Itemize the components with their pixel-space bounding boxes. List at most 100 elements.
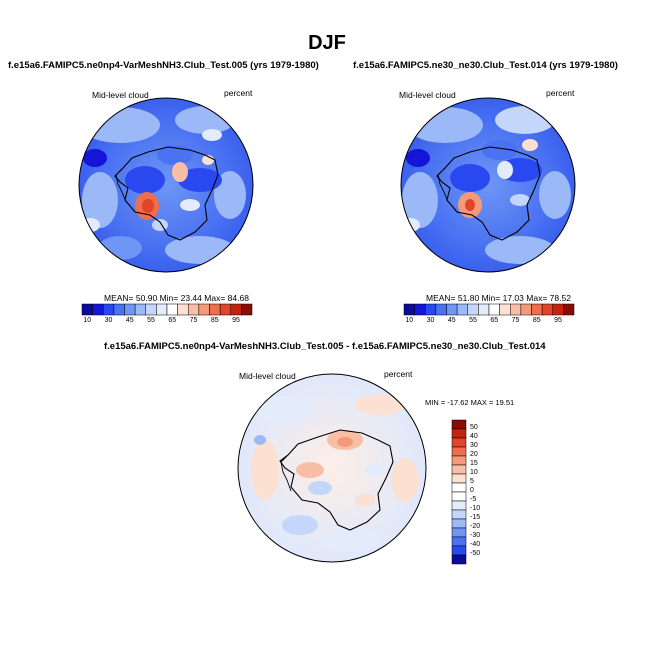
colorbar2-swatch bbox=[435, 303, 447, 316]
panel2-mean-value: 51.80 bbox=[457, 293, 480, 303]
colorbar1-swatch bbox=[145, 303, 157, 316]
panel1-max-label: Max= bbox=[204, 293, 226, 303]
colorbar2-swatch bbox=[510, 303, 522, 316]
colorbar3-swatch bbox=[451, 428, 467, 439]
colorbar1-swatch bbox=[113, 303, 125, 316]
colorbar1-swatch bbox=[166, 303, 178, 316]
panel2-mean-label: MEAN= bbox=[426, 293, 456, 303]
colorbar3-swatch bbox=[451, 554, 467, 565]
colorbar2-swatch bbox=[531, 303, 543, 316]
colorbar2-tick-label: 30 bbox=[426, 317, 435, 324]
colorbar3-tick-label: -30 bbox=[470, 532, 481, 539]
colorbar3-tick-label: 30 bbox=[470, 442, 478, 449]
colorbar3-tick-label: 15 bbox=[470, 460, 478, 467]
colorbar3-swatch bbox=[451, 473, 467, 484]
colorbar2-swatch bbox=[520, 303, 532, 316]
panel2-units-label: percent bbox=[546, 88, 575, 98]
colorbar3-swatch bbox=[451, 455, 467, 466]
colorbar3-swatch bbox=[451, 491, 467, 502]
colorbar2-swatch bbox=[563, 303, 575, 316]
colorbar2-swatch bbox=[467, 303, 479, 316]
colorbar3-tick-label: -50 bbox=[470, 550, 481, 557]
panel1-case-title: f.e15a6.FAMIPC5.ne0np4-VarMeshNH3.Club_T… bbox=[8, 60, 319, 71]
panel2-stats: MEAN= 51.80 Min= 17.03 Max= 78.52 bbox=[426, 293, 571, 303]
panel1-variable-label: Mid-level cloud bbox=[92, 90, 149, 100]
panel1-min-value: 23.44 bbox=[180, 293, 202, 303]
colorbar3-swatch bbox=[451, 482, 467, 493]
colorbar3-swatch bbox=[451, 509, 467, 520]
colorbar2-swatch bbox=[488, 303, 500, 316]
panel3-variable-label: Mid-level cloud bbox=[239, 371, 296, 381]
colorbar3-tick-label: -20 bbox=[470, 523, 481, 530]
panel1-max-value: 84.68 bbox=[227, 293, 249, 303]
colorbar1-tick-label: 30 bbox=[104, 317, 113, 324]
colorbar1-tick-label: 85 bbox=[210, 317, 219, 324]
panel1-min-label: Min= bbox=[159, 293, 179, 303]
panel2-min-label: Min= bbox=[481, 293, 501, 303]
colorbar3-tick-label: 5 bbox=[470, 478, 474, 485]
colorbar1-tick-label: 10 bbox=[83, 317, 92, 324]
colorbar1-swatch bbox=[209, 303, 221, 316]
colorbar3-tick-label: 50 bbox=[470, 424, 478, 431]
panel1-stats: MEAN= 50.90 Min= 23.44 Max= 84.68 bbox=[104, 293, 249, 303]
page-title: DJF bbox=[308, 32, 346, 54]
colorbar2-swatch bbox=[499, 303, 511, 316]
colorbar3-swatch bbox=[451, 545, 467, 556]
colorbar2-swatch bbox=[403, 303, 415, 316]
colorbar3 bbox=[451, 419, 467, 565]
colorbar2-tick-label: 55 bbox=[469, 317, 477, 324]
colorbar1-swatch bbox=[156, 303, 168, 316]
panel2-case-title: f.e15a6.FAMIPC5.ne30_ne30.Club_Test.014 … bbox=[353, 60, 618, 71]
colorbar1-tick-label: 55 bbox=[147, 317, 155, 324]
colorbar2-swatch bbox=[414, 303, 426, 316]
colorbar2-swatch bbox=[456, 303, 468, 316]
colorbar3-swatch bbox=[451, 518, 467, 529]
panel2-min-value: 17.03 bbox=[502, 293, 524, 303]
colorbar1-swatch bbox=[198, 303, 210, 316]
colorbar3-tick-label: 10 bbox=[470, 469, 478, 476]
colorbar2-tick-label: 95 bbox=[554, 317, 562, 324]
colorbar1-swatch bbox=[230, 303, 242, 316]
colorbar2-swatch bbox=[478, 303, 490, 316]
colorbar1-swatch bbox=[177, 303, 189, 316]
colorbar1-tick-label: 45 bbox=[125, 317, 134, 324]
map1-polar-plot bbox=[78, 97, 254, 273]
colorbar2 bbox=[403, 303, 575, 316]
colorbar1-tick-label: 95 bbox=[232, 317, 240, 324]
colorbar3-tick-label: -5 bbox=[470, 496, 477, 503]
colorbar3-swatch bbox=[451, 464, 467, 475]
colorbar3-tick-label: 20 bbox=[470, 451, 478, 458]
colorbar1 bbox=[81, 303, 253, 316]
colorbar1-swatch bbox=[188, 303, 200, 316]
colorbar1-swatch bbox=[219, 303, 231, 316]
panel3-minmax: MIN = -17.62 MAX = 19.51 bbox=[425, 398, 515, 407]
map3-polar-plot bbox=[237, 373, 427, 563]
colorbar3-tick-label: -15 bbox=[470, 514, 481, 521]
colorbar2-swatch bbox=[541, 303, 553, 316]
panel1-units-label: percent bbox=[224, 88, 253, 98]
colorbar2-swatch bbox=[552, 303, 564, 316]
colorbar3-swatch bbox=[451, 437, 467, 448]
colorbar1-swatch bbox=[241, 303, 253, 316]
colorbar3-tick-label: 0 bbox=[470, 487, 474, 494]
colorbar1-swatch bbox=[134, 303, 146, 316]
colorbar2-tick-label: 75 bbox=[511, 317, 520, 324]
panel3-units-label: percent bbox=[384, 369, 413, 379]
panel2-max-label: Max= bbox=[526, 293, 548, 303]
panel1-mean-value: 50.90 bbox=[135, 293, 158, 303]
colorbar1-swatch bbox=[124, 303, 136, 316]
colorbar1-swatch bbox=[92, 303, 104, 316]
panel3-case-title: f.e15a6.FAMIPC5.ne0np4-VarMeshNH3.Club_T… bbox=[104, 341, 546, 352]
colorbar3-tick-label: -40 bbox=[470, 541, 481, 548]
colorbar3-swatch bbox=[451, 446, 467, 457]
colorbar3-swatch bbox=[451, 500, 467, 511]
colorbar3-swatch bbox=[451, 527, 467, 538]
panel2-max-value: 78.52 bbox=[549, 293, 571, 303]
colorbar2-swatch bbox=[446, 303, 458, 316]
colorbar3-tick-label: 40 bbox=[470, 433, 478, 440]
colorbar2-swatch bbox=[425, 303, 437, 316]
colorbar3-tick-label: -10 bbox=[470, 505, 481, 512]
colorbar3-swatch bbox=[451, 419, 467, 430]
colorbar2-tick-label: 45 bbox=[447, 317, 456, 324]
